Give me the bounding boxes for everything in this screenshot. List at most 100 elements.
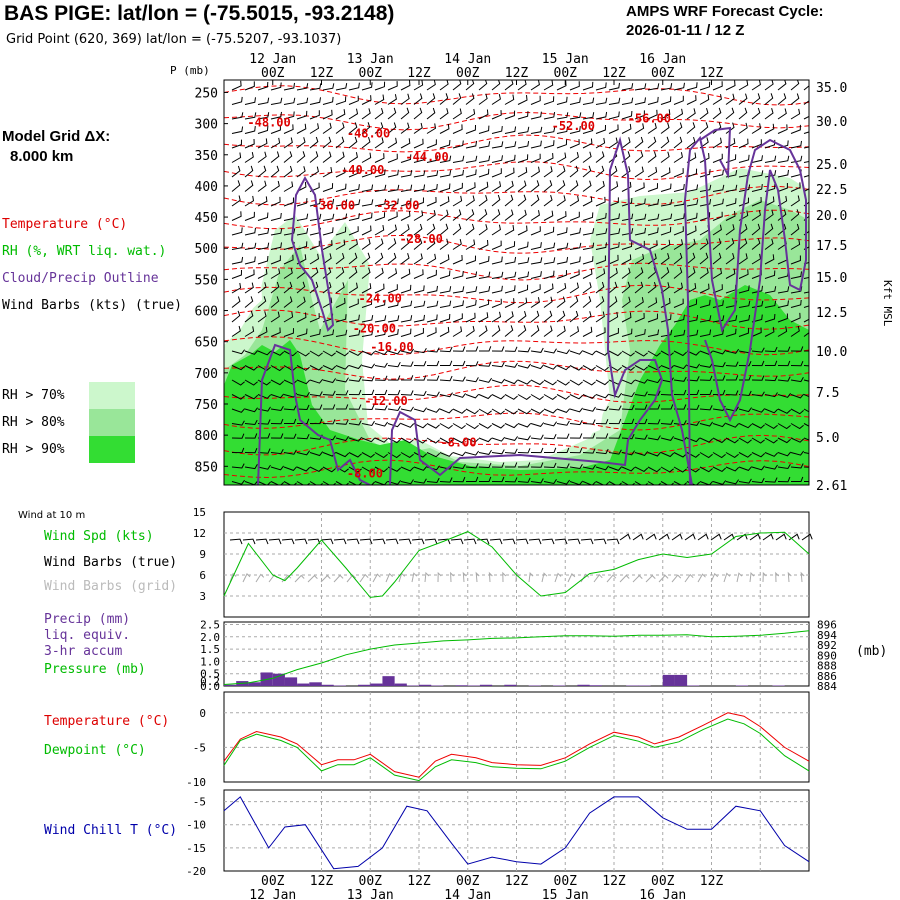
temperature-contours [224,85,809,479]
pressure-tick-label: 500 [195,242,218,257]
wind-barb [439,408,454,414]
wind-barb [257,180,267,192]
wind-barb [452,476,466,483]
precip-bar [309,682,322,686]
wind-barb [582,350,597,356]
wind-barb [309,329,321,337]
wind-barb [595,82,607,91]
wind-barb [413,197,424,207]
wind-barb [582,112,595,120]
wind-barb [725,198,737,207]
wind-barb [777,183,788,192]
wind-barb [439,183,451,192]
pressure-tick-label: 894 [817,629,837,642]
wind-barb [504,80,514,91]
wind-barb [504,271,517,279]
top-time-label: 12Z [700,66,724,81]
wind-barb [426,253,437,265]
grid-wind-barb [346,574,357,583]
wind-barb [491,256,503,265]
wind-barb [361,168,373,178]
wind-barb [309,391,323,397]
wind-barb [803,291,809,294]
wind-barb [595,151,605,163]
wind-barb [764,392,778,398]
wind-barb [700,389,713,395]
surface-wind-barb [775,533,787,541]
wind-barb [556,420,570,426]
grid-wind-barb [268,574,278,583]
wind-barb [673,122,683,134]
temperature-contour-line [224,284,809,304]
precip-panel: 2.52.01.51.00.50.20.0 8968948928908888868… [200,618,837,693]
wind-barb [270,151,280,163]
wind-barb [413,138,424,149]
wind-barb [751,423,765,429]
wind-barb [244,211,255,221]
wind-barb [270,180,280,192]
wind-barb [712,81,723,91]
wind-barb [634,391,648,397]
wind-barb [660,109,671,120]
surface-wind-barb [697,533,709,541]
wind-barb [556,139,568,149]
wind-barb [790,361,804,367]
wind-barb [400,107,410,120]
wind-barb [491,476,505,483]
temperature-tick-label: 0 [199,707,206,720]
wind-barb [452,463,466,470]
wind-barb [257,212,269,221]
wind-barb [283,137,293,149]
wind-barb [387,389,401,396]
wind-barb [322,390,336,396]
wind-barb [634,434,648,440]
wind-barb [413,210,424,221]
wind-barb [582,228,595,236]
wind-barb [726,375,739,381]
wind-barb [478,312,489,323]
wind-barb [583,433,596,439]
wind-barb [543,433,557,440]
wind-barb [322,329,335,337]
wind-barb [309,83,322,91]
wind-barb [309,198,321,207]
wind-barb [725,452,739,459]
wind-barb [504,225,515,236]
cross-section-panel: -48.00 -48.00 -52.00 -56.00 -44.00 -40.00 -36.… [170,52,894,494]
wind-barb [712,153,723,163]
wind-barb [790,463,804,469]
bottom-date-label: 15 Jan [542,888,589,900]
wind-barb [621,466,636,472]
wind-barb [803,115,809,120]
wind-barb [712,224,722,236]
temperature-contour-label: -48.00 [247,116,290,130]
wind-barb [777,451,792,457]
wind-barb [803,379,809,382]
rh80-swatch [89,409,135,436]
wind-barb [517,111,529,120]
wind-barb [582,394,597,399]
precip-bar [419,684,432,686]
wind-barb [712,329,724,337]
wind-barb [491,378,506,384]
wind-barb [634,404,648,410]
surface-wind-barb [645,533,657,541]
wind-barb [634,136,644,149]
surface-wind-barb [294,538,308,545]
surface-wind-barb [333,538,347,545]
wind-barb [712,437,726,444]
wind-barb [764,238,774,250]
wind-barb [517,241,529,250]
wind-barb [244,365,258,371]
wind-barb [478,394,493,400]
legend-temperature: Temperature (°C) [2,217,128,232]
wind-height-note: Wind at 10 m [18,510,86,521]
wind-barb [556,126,569,134]
wind-barb [634,329,646,337]
surface-wind-barb [749,533,761,541]
wind-barb [478,449,492,455]
wind-barb [543,96,555,105]
wind-barb [348,213,360,221]
wind-barb [335,239,346,250]
wind-barb [647,481,661,485]
